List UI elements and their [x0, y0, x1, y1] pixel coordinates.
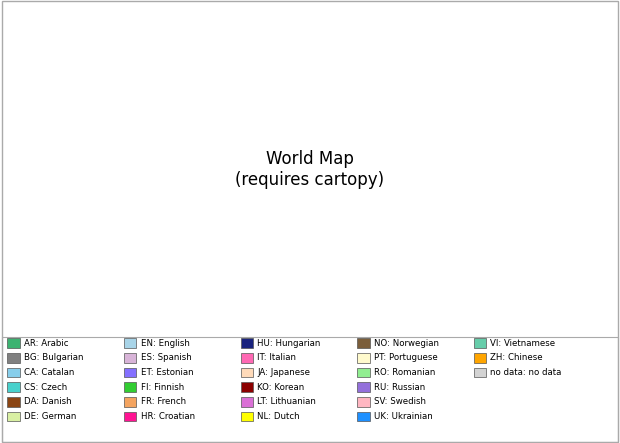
Text: RU: Russian: RU: Russian — [374, 383, 425, 392]
Text: FR: French: FR: French — [141, 397, 186, 406]
Text: KO: Korean: KO: Korean — [257, 383, 304, 392]
Text: PT: Portuguese: PT: Portuguese — [374, 354, 438, 362]
Text: FI: Finnish: FI: Finnish — [141, 383, 184, 392]
Text: World Map
(requires cartopy): World Map (requires cartopy) — [236, 150, 384, 189]
Text: DA: Danish: DA: Danish — [24, 397, 72, 406]
Text: VI: Vietnamese: VI: Vietnamese — [490, 339, 556, 348]
Text: ES: Spanish: ES: Spanish — [141, 354, 192, 362]
Text: HU: Hungarian: HU: Hungarian — [257, 339, 321, 348]
Text: NO: Norwegian: NO: Norwegian — [374, 339, 439, 348]
Text: IT: Italian: IT: Italian — [257, 354, 296, 362]
Text: CA: Catalan: CA: Catalan — [24, 368, 74, 377]
Text: SV: Swedish: SV: Swedish — [374, 397, 426, 406]
Text: NL: Dutch: NL: Dutch — [257, 412, 300, 421]
Text: DE: German: DE: German — [24, 412, 76, 421]
Text: CS: Czech: CS: Czech — [24, 383, 68, 392]
Text: EN: English: EN: English — [141, 339, 190, 348]
Text: BG: Bulgarian: BG: Bulgarian — [24, 354, 84, 362]
Text: LT: Lithuanian: LT: Lithuanian — [257, 397, 316, 406]
Text: AR: Arabic: AR: Arabic — [24, 339, 69, 348]
Text: ET: Estonian: ET: Estonian — [141, 368, 193, 377]
Text: HR: Croatian: HR: Croatian — [141, 412, 195, 421]
Text: RO: Romanian: RO: Romanian — [374, 368, 435, 377]
Text: no data: no data: no data: no data — [490, 368, 562, 377]
Text: ZH: Chinese: ZH: Chinese — [490, 354, 543, 362]
Text: JA: Japanese: JA: Japanese — [257, 368, 310, 377]
Text: UK: Ukrainian: UK: Ukrainian — [374, 412, 433, 421]
